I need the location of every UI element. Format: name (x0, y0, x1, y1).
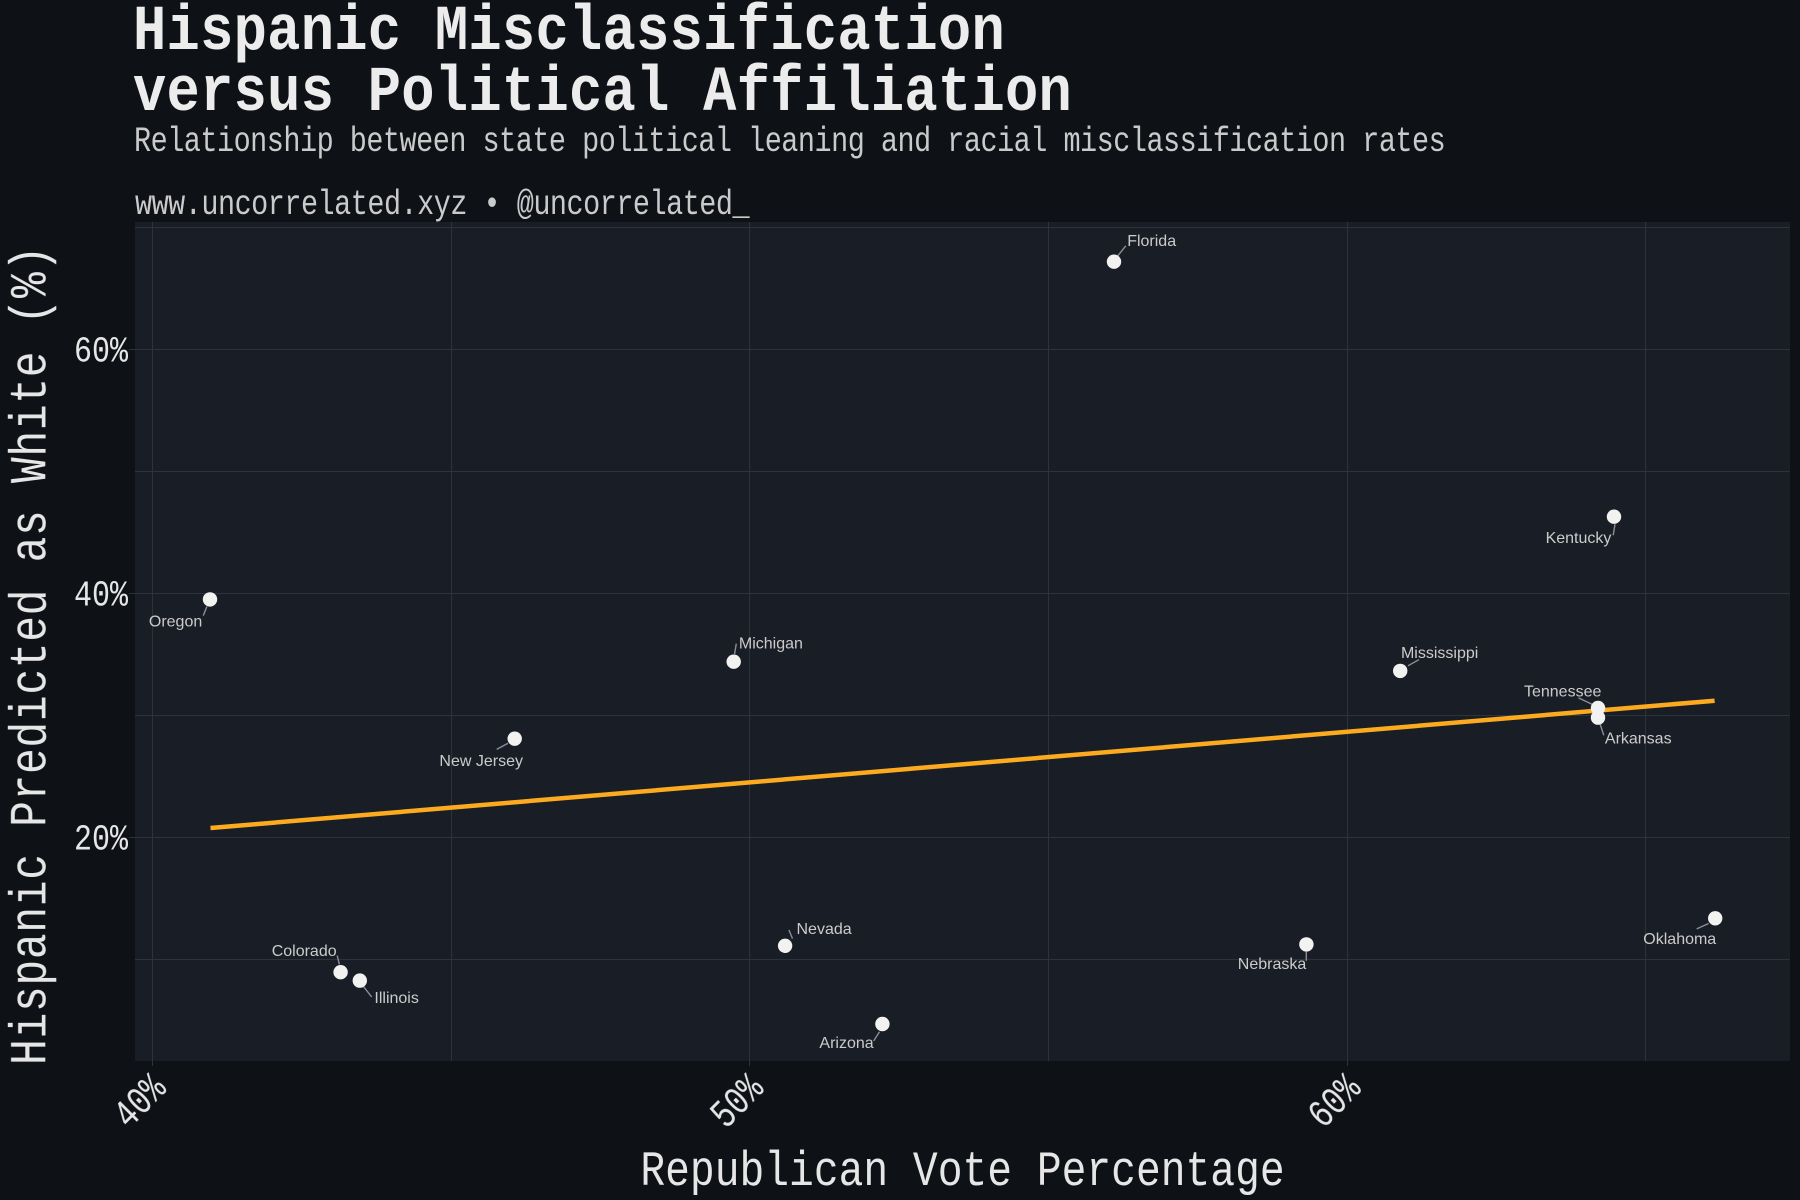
svg-text:www.uncorrelated.xyz • @uncorr: www.uncorrelated.xyz • @uncorrelated_ (135, 184, 750, 225)
svg-text:Florida: Florida (1127, 233, 1176, 250)
svg-text:New Jersey: New Jersey (439, 753, 523, 770)
svg-text:Relationship between state pol: Relationship between state political lea… (134, 121, 1445, 162)
svg-text:Michigan: Michigan (739, 635, 803, 652)
svg-text:60%: 60% (74, 331, 128, 372)
svg-text:Nevada: Nevada (797, 921, 852, 938)
svg-text:Hispanic Predicted as White (%: Hispanic Predicted as White (%) (3, 245, 62, 1065)
svg-text:Mississippi: Mississippi (1401, 645, 1478, 662)
svg-text:Oklahoma: Oklahoma (1643, 931, 1716, 948)
svg-text:Kentucky: Kentucky (1546, 530, 1612, 547)
svg-text:Illinois: Illinois (374, 990, 418, 1007)
svg-text:Arkansas: Arkansas (1605, 730, 1672, 747)
svg-text:20%: 20% (74, 819, 128, 860)
svg-text:Nebraska: Nebraska (1238, 956, 1307, 973)
svg-text:Colorado: Colorado (272, 943, 337, 960)
svg-text:Republican Vote Percentage: Republican Vote Percentage (640, 1144, 1284, 1200)
svg-text:Arizona: Arizona (819, 1035, 873, 1052)
svg-text:versus Political Affiliation: versus Political Affiliation (133, 58, 1072, 131)
svg-text:Hispanic Misclassification: Hispanic Misclassification (133, 0, 1005, 69)
svg-text:40%: 40% (74, 575, 128, 616)
svg-text:Oregon: Oregon (149, 614, 202, 631)
svg-text:Tennessee: Tennessee (1524, 683, 1601, 700)
